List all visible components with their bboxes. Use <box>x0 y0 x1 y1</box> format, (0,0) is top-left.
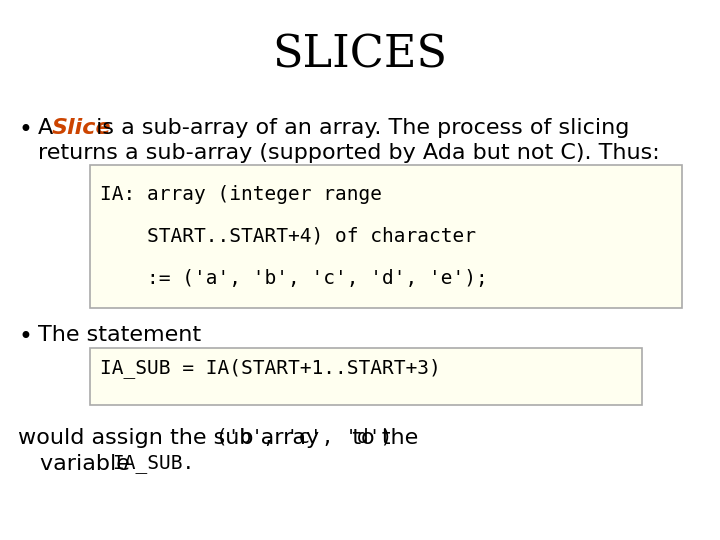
Text: IA_SUB = IA(START+1..START+3): IA_SUB = IA(START+1..START+3) <box>100 358 441 378</box>
Text: ('b', 'c', 'd'): ('b', 'c', 'd') <box>216 428 392 447</box>
Text: IA_SUB.: IA_SUB. <box>112 454 194 473</box>
Text: IA: array (integer range: IA: array (integer range <box>100 185 382 204</box>
Text: is a sub-array of an array. The process of slicing: is a sub-array of an array. The process … <box>89 118 629 138</box>
Text: variable: variable <box>40 454 144 474</box>
Text: The statement: The statement <box>38 325 201 345</box>
FancyBboxPatch shape <box>90 165 682 308</box>
Text: Slice: Slice <box>52 118 112 138</box>
Text: would assign the sub array: would assign the sub array <box>18 428 333 448</box>
Text: START..START+4) of character: START..START+4) of character <box>100 227 476 246</box>
Text: := ('a', 'b', 'c', 'd', 'e');: := ('a', 'b', 'c', 'd', 'e'); <box>100 269 487 288</box>
Text: •: • <box>18 325 32 349</box>
Text: to the: to the <box>338 428 418 448</box>
FancyBboxPatch shape <box>90 348 642 405</box>
Text: A: A <box>38 118 60 138</box>
Text: •: • <box>18 118 32 142</box>
Text: SLICES: SLICES <box>272 33 448 77</box>
Text: returns a sub-array (supported by Ada but not C). Thus:: returns a sub-array (supported by Ada bu… <box>38 143 660 163</box>
